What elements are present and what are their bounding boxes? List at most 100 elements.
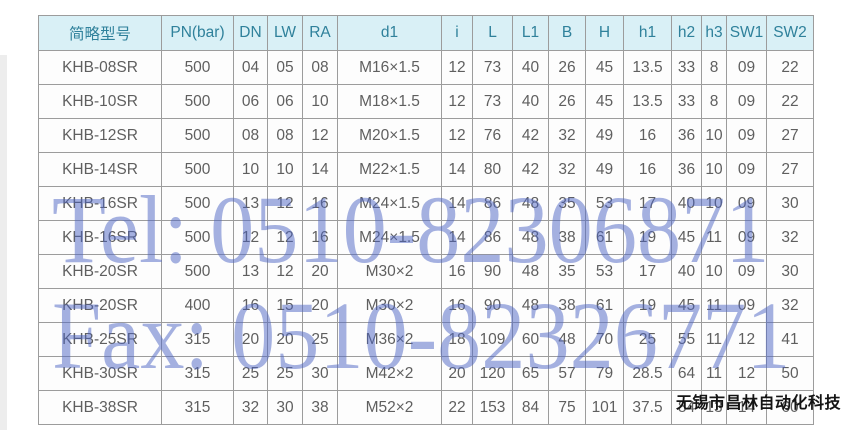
table-cell: 16	[441, 254, 473, 289]
table-cell: 11	[701, 356, 727, 391]
table-cell: 101	[585, 390, 624, 425]
table-cell: 315	[161, 356, 234, 391]
column-header: B	[548, 15, 586, 51]
table-cell: M30×2	[337, 288, 442, 323]
table-cell: 90	[472, 254, 513, 289]
table-cell: 10	[267, 152, 303, 187]
table-cell: 36	[671, 118, 702, 153]
model-cell: KHB-16SR	[38, 220, 162, 255]
table-cell: 80	[472, 152, 513, 187]
table-cell: 500	[161, 220, 234, 255]
table-cell: 8	[701, 50, 727, 85]
table-cell: 35	[548, 186, 586, 221]
table-cell: 38	[548, 288, 586, 323]
table-cell: 500	[161, 118, 234, 153]
table-cell: 45	[585, 50, 624, 85]
table-cell: 20	[233, 322, 268, 357]
table-cell: 10	[701, 254, 727, 289]
table-cell: 32	[548, 118, 586, 153]
brand-overlay: 无锡市昌林自动化科技	[676, 395, 842, 412]
table-cell: 16	[302, 186, 338, 221]
table-row: KHB-16SR 500 12 12 16 M24×1.5 14 86 48 38 61 19 45 11…	[38, 220, 814, 255]
table-cell: 49	[585, 152, 624, 187]
table-cell: 40	[512, 84, 549, 119]
model-cell: KHB-10SR	[38, 84, 162, 119]
column-header: L	[472, 15, 513, 51]
model-cell: KHB-38SR	[38, 390, 162, 425]
column-header: d1	[337, 15, 442, 51]
table-cell: 40	[512, 50, 549, 85]
table-row: KHB-25SR 315 20 20 25 M36×2 18 109 60 48 70 25 55 11 1…	[38, 322, 814, 357]
table-cell: 12	[726, 322, 767, 357]
table-cell: 76	[472, 118, 513, 153]
table-cell: 09	[726, 84, 767, 119]
table-cell: M20×1.5	[337, 118, 442, 153]
table-cell: 06	[267, 84, 303, 119]
table-cell: 16	[233, 288, 268, 323]
table-cell: 16	[623, 118, 672, 153]
table-cell: 40	[671, 254, 702, 289]
table-cell: 60	[512, 322, 549, 357]
table-cell: 14	[302, 152, 338, 187]
table-cell: 09	[726, 186, 767, 221]
model-cell: KHB-20SR	[38, 288, 162, 323]
table-cell: M24×1.5	[337, 186, 442, 221]
table-cell: 48	[512, 288, 549, 323]
table-cell: 500	[161, 84, 234, 119]
table-cell: 32	[233, 390, 268, 425]
table-cell: 35	[548, 254, 586, 289]
table-cell: 12	[233, 220, 268, 255]
table-cell: 13	[233, 186, 268, 221]
column-header: h1	[623, 15, 672, 51]
table-cell: M22×1.5	[337, 152, 442, 187]
table-cell: 315	[161, 322, 234, 357]
table-cell: 05	[267, 50, 303, 85]
table-cell: 42	[512, 152, 549, 187]
table-cell: 36	[671, 152, 702, 187]
table-cell: 27	[766, 152, 814, 187]
table-cell: 16	[623, 152, 672, 187]
page-edge-strip	[0, 55, 7, 430]
table-cell: 84	[512, 390, 549, 425]
table-cell: 37.5	[623, 390, 672, 425]
table-cell: 120	[472, 356, 513, 391]
table-cell: 73	[472, 50, 513, 85]
table-row: KHB-12SR 500 08 08 12 M20×1.5 12 76 42 32 49 16 36 10…	[38, 118, 814, 153]
table-cell: M36×2	[337, 322, 442, 357]
model-cell: KHB-12SR	[38, 118, 162, 153]
table-cell: 13	[701, 390, 727, 425]
table-cell: 12	[726, 356, 767, 391]
model-cell: KHB-30SR	[38, 356, 162, 391]
table-cell: 500	[161, 50, 234, 85]
table-cell: 09	[726, 254, 767, 289]
column-header: LW	[267, 15, 303, 51]
table-row: KHB-10SR 500 06 06 10 M18×1.5 12 73 40 26 45 13.5 33…	[38, 84, 814, 119]
table-row: KHB-30SR 315 25 25 30 M42×2 20 120 65 57 79 28.5 64 1…	[38, 356, 814, 391]
table-cell: 28.5	[623, 356, 672, 391]
table-cell: 12	[441, 50, 473, 85]
table-cell: 16	[441, 288, 473, 323]
column-header: H	[585, 15, 624, 51]
table-cell: 20	[302, 254, 338, 289]
table-cell: 53	[585, 254, 624, 289]
table-cell: 13.5	[623, 84, 672, 119]
table-cell: 25	[233, 356, 268, 391]
table-cell: 84	[671, 390, 702, 425]
table-cell: 12	[302, 118, 338, 153]
table-cell: 22	[441, 390, 473, 425]
table-cell: 19	[623, 288, 672, 323]
table-cell: 09	[726, 118, 767, 153]
table-cell: 25	[623, 322, 672, 357]
table-row: KHB-38SR 315 32 30 38 M52×2 22 153 84 75 101 37.5 84…	[38, 390, 814, 425]
table-cell: 153	[472, 390, 513, 425]
table-cell: 65	[512, 356, 549, 391]
table-cell: M42×2	[337, 356, 442, 391]
table-cell: 500	[161, 152, 234, 187]
table-cell: 79	[585, 356, 624, 391]
table-cell: 75	[548, 390, 586, 425]
table-cell: 10	[233, 152, 268, 187]
table-cell: M18×1.5	[337, 84, 442, 119]
model-cell: KHB-20SR	[38, 254, 162, 289]
